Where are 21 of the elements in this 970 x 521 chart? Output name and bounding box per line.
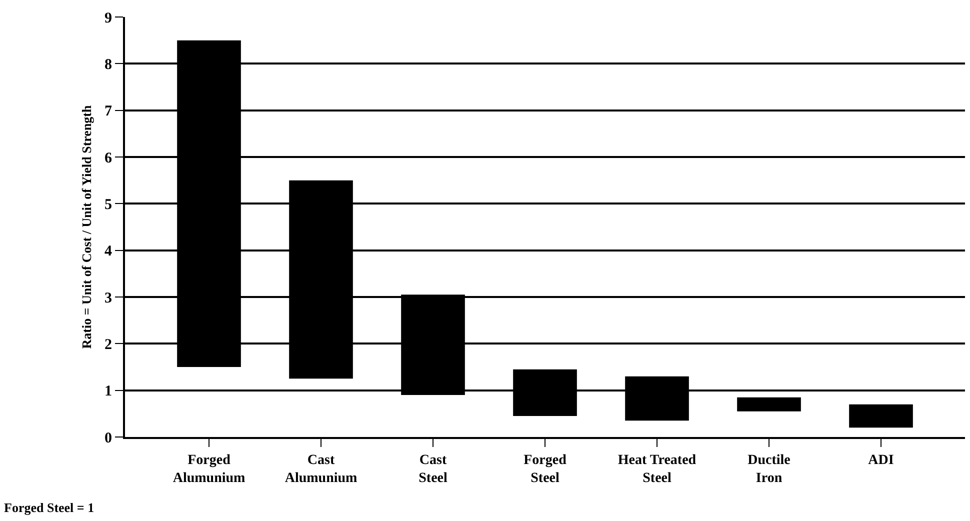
y-tick-label: 1 [104,384,112,400]
y-tick-label: 7 [104,104,112,120]
x-tick-label: Cast Alumunium [284,452,358,486]
y-tick-label: 3 [104,290,112,306]
y-tick-label: 9 [104,10,112,26]
bar [737,397,801,412]
x-tick-label: Forged Steel [524,452,567,486]
x-tick-label: Heat Treated Steel [618,452,696,486]
y-tick-label: 5 [104,196,112,213]
x-tick-label: Cast Steel [418,452,448,486]
y-tick-label: 0 [104,430,112,446]
bar [849,404,913,428]
text: Forged Steel = 1 [4,500,94,515]
x-tick-label: ADI [868,452,894,468]
x-tick-label: Forged Alumunium [172,452,246,486]
y-tick-label: 2 [104,336,112,353]
y-tick-label: 6 [104,150,112,166]
x-tick-label: Ductile Iron [748,452,790,486]
y-tick-label: 8 [104,56,112,73]
y-axis-title: Ratio = Unit of Cost / Unit of Yield Strength [78,104,94,349]
y-tick-label: 4 [104,244,112,260]
